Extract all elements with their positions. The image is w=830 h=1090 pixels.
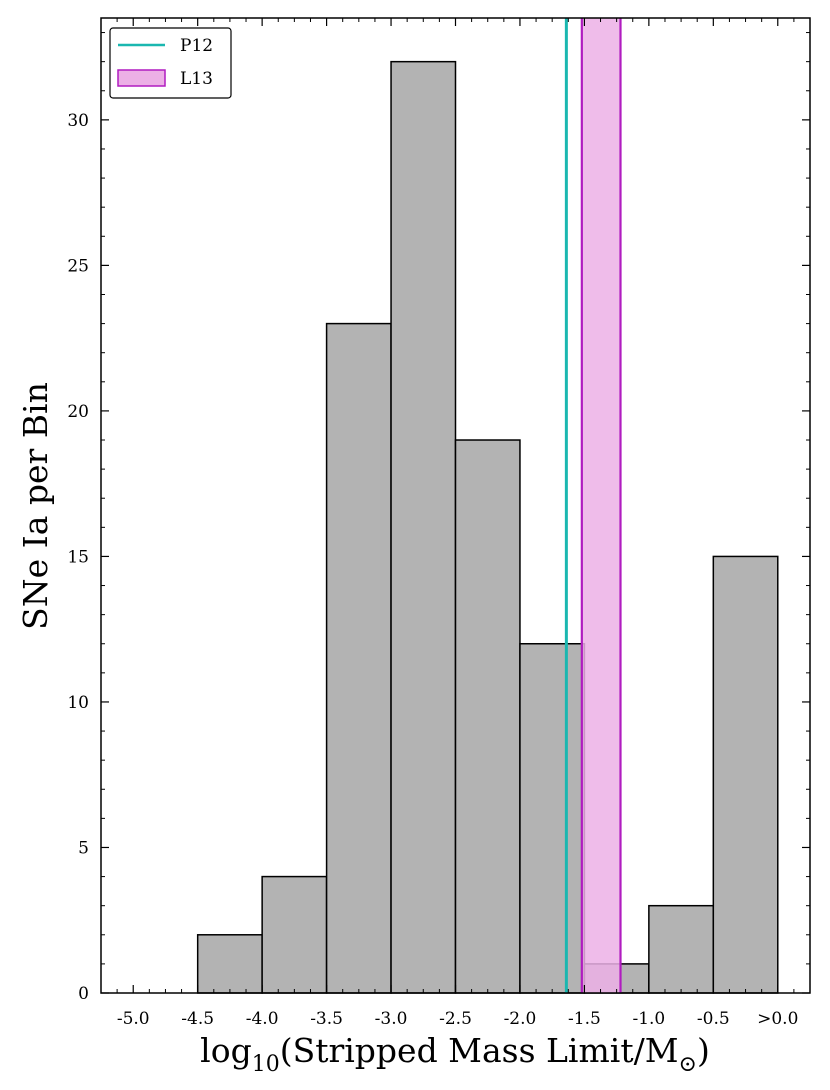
overlay-layer [564,18,622,993]
x-tick-label-5-0: -5.0 [117,1009,150,1029]
legend: P12 L13 [109,27,232,99]
y-tick-label-15: 15 [67,547,89,567]
y-tick-label-30: 30 [67,111,89,131]
bar-1-to-0-5 [648,904,715,994]
bar-2-5-to-2 [454,439,521,994]
bar-4-5-to-4 [196,934,263,994]
x-tick-label-1-0: -1.0 [632,1009,665,1029]
band-l13 [581,18,621,993]
x-axis-label-solar: ⊙ [679,1052,697,1077]
bar-4-to-3-5 [261,875,328,994]
y-tick-label-10: 10 [67,693,89,713]
y-tick-label-25: 25 [67,256,89,276]
legend-p12-label: P12 [180,36,213,56]
x-tick-label-2-5: -2.5 [439,1009,472,1029]
x-axis-label: log10(Stripped Mass Limit/M⊙) [200,1031,710,1077]
x-tick-label-3-0: -3.0 [375,1009,408,1029]
y-axis-label: SNe Ia per Bin [16,382,55,630]
bar-3-to-2-5 [390,60,457,994]
legend-l13-swatch [117,69,166,87]
bars-layer [196,60,779,994]
y-tick-label-5: 5 [78,838,89,858]
bar-2-to-1-5 [519,642,586,994]
ticks-layer: -5.0 -4.5 -4.0 -3.5 -3.0 -2.5 -2.0 -1.5 -1.0 -0.5… [67,18,811,1029]
x-tick-label-2-0: -2.0 [504,1009,537,1029]
x-axis-label-subscript: 10 [252,1052,280,1077]
x-tick-label-4-0: -4.0 [246,1009,279,1029]
x-tick-label-0-5: -0.5 [697,1009,730,1029]
x-axis-label-close: ) [697,1031,710,1070]
x-axis-label-quantity: (Stripped Mass Limit/M [280,1031,679,1070]
y-tick-label-20: 20 [67,402,89,422]
legend-l13-label: L13 [180,69,213,89]
x-tick-label-3-5: -3.5 [310,1009,343,1029]
x-tick-label-0-0: >0.0 [757,1009,798,1029]
x-tick-label-1-5: -1.5 [568,1009,601,1029]
bar-3-5-to-3 [325,322,392,994]
x-axis-label-log: log [200,1031,252,1070]
y-tick-label-0: 0 [78,984,89,1004]
bar-0-5-to-0 [712,555,779,994]
x-tick-label-4-5: -4.5 [181,1009,214,1029]
